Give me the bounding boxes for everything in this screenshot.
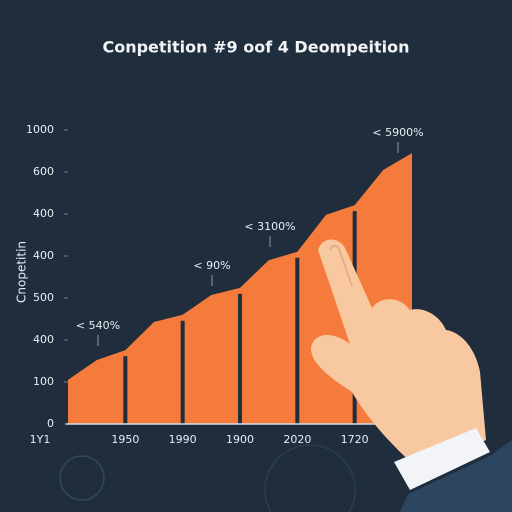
cuff [394,428,490,490]
decor-circle [59,455,105,501]
x-tick-label: 1990 [169,433,197,446]
x-tick-label: 1900 [226,433,254,446]
y-tick-label: 400 [33,207,54,220]
annotation: < 3100% [244,220,295,233]
y-tick-label: 1000 [26,123,54,136]
decor-circle [264,444,356,512]
x-tick-label: 1Y1 [30,433,51,446]
hand-illustration [311,239,512,512]
y-axis-label: Cnopetitin [15,241,29,303]
x-tick-label: 1720 [341,433,369,446]
y-tick-label: 0 [47,417,54,430]
y-tick-label: 500 [33,291,54,304]
y-tick-label: 100 [33,375,54,388]
annotation: < 540% [76,319,120,332]
annotation: < 90% [193,259,230,272]
hand [311,239,486,470]
y-tick-label: 400 [33,249,54,262]
annotation: < 5900% [372,126,423,139]
sleeve [400,440,512,512]
chart-title: Conpetition #9 oof 4 Deompeition [102,38,409,57]
y-tick-label: 600 [33,165,54,178]
x-tick-label: 1950 [111,433,139,446]
x-tick-label: 2020 [283,433,311,446]
hand-shade [329,244,353,287]
y-tick-label: 400 [33,333,54,346]
